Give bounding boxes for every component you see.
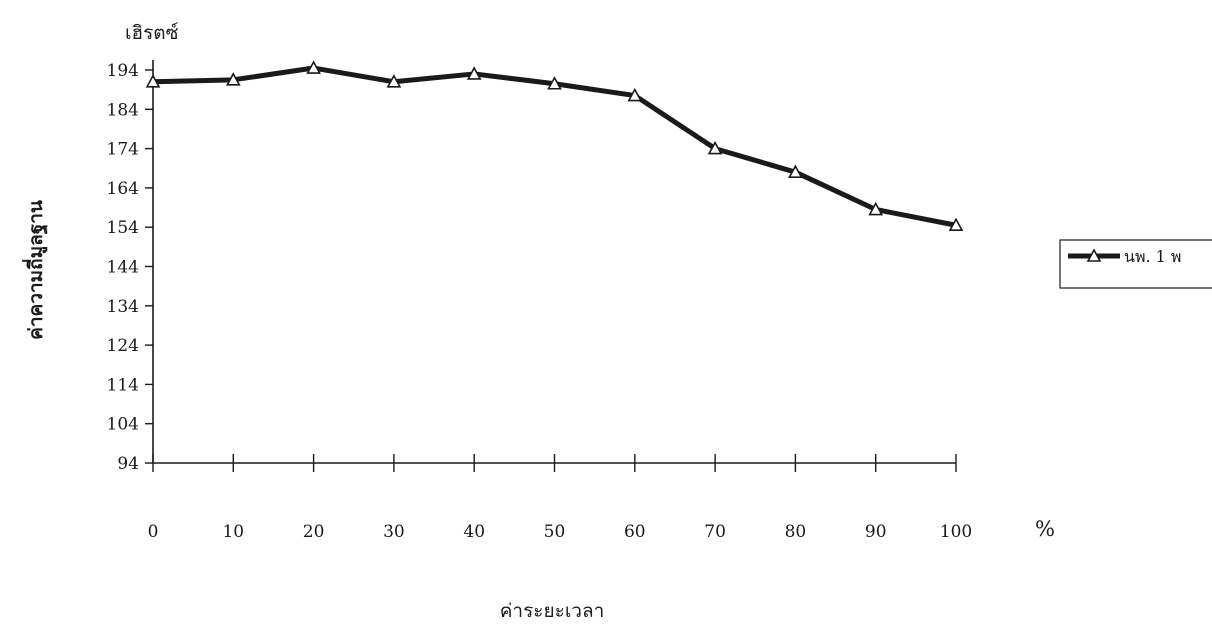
y-tick-label: 114	[107, 375, 139, 395]
data-point-marker	[547, 76, 562, 90]
data-point-marker	[386, 74, 402, 88]
y-tick-label: 134	[107, 297, 139, 317]
data-point-marker	[627, 87, 643, 102]
x-tick-label: 20	[303, 522, 325, 542]
y-tick-label: 154	[107, 218, 139, 238]
y-ticks: 94 104 114 124 134 144 154 164 174 184 194	[107, 61, 153, 474]
x-tick-label: 40	[463, 522, 485, 542]
legend: นพ. 1 พ	[1059, 239, 1212, 289]
x-tick-label: 90	[865, 522, 887, 542]
y-unit-label: เฮิรตซ์	[125, 22, 179, 44]
data-point-marker	[225, 72, 241, 86]
data-point-marker	[145, 74, 161, 88]
y-tick-label: 94	[117, 454, 139, 474]
x-ticks: 0 10 20 30 40 50 60 70 80 90 100	[148, 454, 972, 542]
x-tick-label: 80	[785, 522, 807, 542]
x-tick-label: 70	[704, 522, 726, 542]
legend-box	[1059, 239, 1212, 289]
legend-label: นพ. 1 พ	[1124, 247, 1181, 266]
legend-marker	[1086, 248, 1102, 262]
x-tick-label: 60	[624, 522, 646, 542]
x-tick-label: 10	[222, 522, 244, 542]
data-point-marker	[788, 164, 803, 178]
y-tick-label: 184	[107, 100, 139, 120]
data-point-marker	[306, 60, 321, 74]
x-axis-title: ค่าระยะเวลา	[500, 600, 605, 622]
data-point-marker	[868, 201, 884, 216]
data-point-marker	[707, 140, 723, 155]
x-tick-label: 30	[383, 522, 405, 542]
y-axis-title: ค่าความถี่มูลฐาน	[22, 200, 49, 340]
axes	[152, 60, 956, 464]
y-tick-label: 124	[107, 336, 139, 356]
y-tick-label: 174	[107, 140, 139, 160]
x-unit-label: %	[1035, 517, 1055, 541]
y-tick-label: 194	[107, 61, 139, 81]
x-tick-label: 50	[544, 522, 566, 542]
data-point-marker	[466, 66, 482, 80]
y-tick-label: 104	[107, 415, 139, 435]
x-tick-label: 100	[940, 522, 972, 542]
x-tick-label: 0	[148, 522, 159, 542]
data-point-marker	[948, 217, 964, 232]
series-layer	[145, 60, 964, 232]
series-line	[150, 65, 959, 228]
y-tick-label: 164	[107, 179, 139, 199]
y-tick-label: 144	[107, 258, 139, 278]
